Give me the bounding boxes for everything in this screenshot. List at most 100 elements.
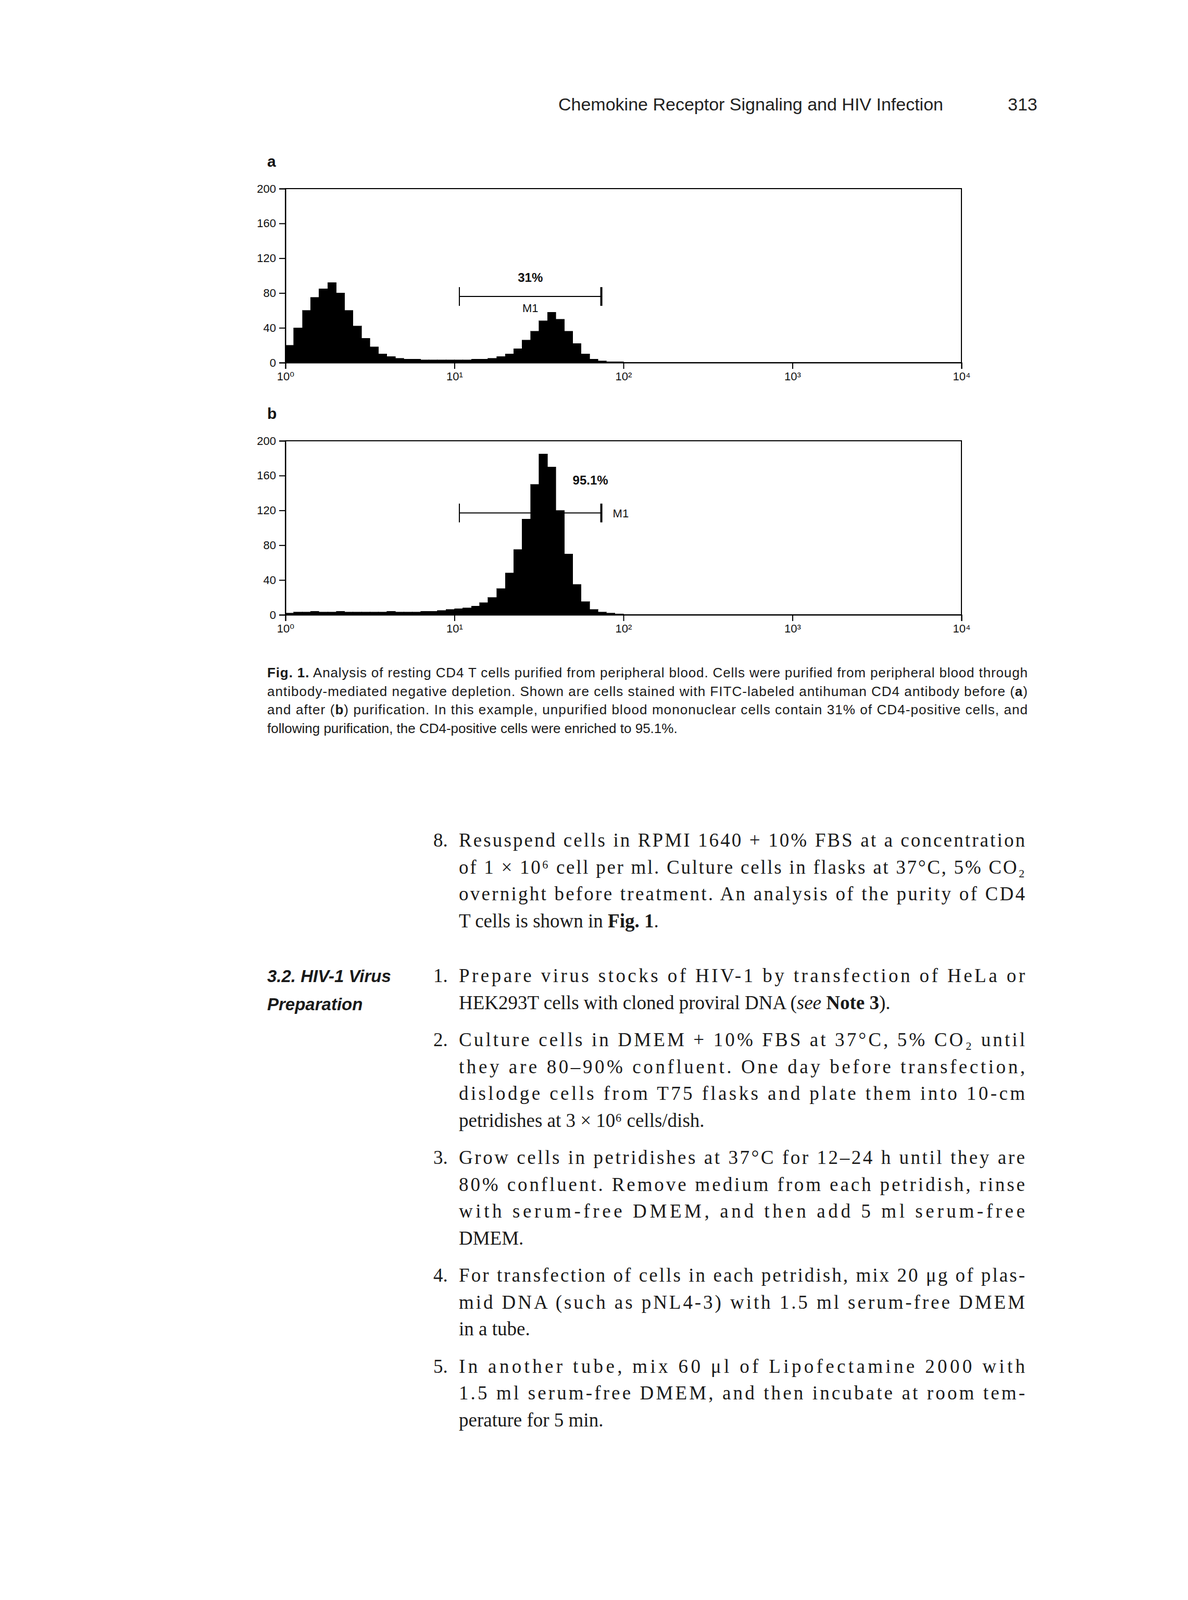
x-axis-line	[285, 363, 962, 370]
gate-line	[459, 512, 602, 514]
gate-line	[459, 295, 602, 297]
gate-end	[600, 503, 603, 523]
y-tick-mark	[279, 614, 286, 616]
histogram-bar	[496, 356, 506, 363]
plot-frame	[285, 440, 962, 615]
list-item: 5.In another tube, mix 60 μl of Lipofect…	[433, 1355, 1026, 1431]
section-heading-line: 3.2. HIV-1 Virus	[267, 966, 392, 986]
text-run: Note 3	[826, 991, 880, 1014]
y-tick-mark	[279, 509, 286, 511]
text-run: antibody-mediated negative depletion. Sh…	[267, 683, 1015, 699]
y-tick-label: 80	[263, 286, 277, 300]
text-run: Fig. 1.	[267, 664, 309, 681]
item-line: DMEM.	[458, 1227, 524, 1249]
gate-percent: 95.1%	[572, 472, 609, 487]
y-tick: 0	[269, 356, 286, 370]
histogram-bar	[336, 610, 345, 615]
y-axis-line	[279, 189, 286, 364]
text-run: Fig. 1	[607, 909, 654, 932]
x-tick-mark	[623, 362, 625, 369]
histogram-bar	[572, 343, 582, 363]
histogram-bar	[597, 611, 607, 615]
histogram-bar	[411, 358, 421, 363]
histogram-bar	[378, 353, 387, 363]
histogram-bar	[589, 358, 598, 363]
histogram-bar	[437, 610, 446, 615]
histogram-bar	[581, 601, 590, 615]
item-line: in a tube.	[458, 1317, 531, 1340]
text-run: T cells is shown in	[458, 909, 608, 932]
x-tick-label: 10¹	[446, 369, 464, 383]
y-tick-label: 120	[256, 503, 277, 517]
histogram-bar	[437, 359, 446, 363]
item-line: Prepare virus stocks of HIV-1 by transfe…	[458, 964, 1025, 986]
bars	[285, 282, 624, 363]
x-tick-label: 10²	[615, 369, 633, 383]
item-line: Resuspend cells in RPMI 1640 + 10% FBS a…	[458, 829, 1025, 851]
x-axis: 10⁰10¹10²10³10⁴	[277, 614, 971, 635]
histogram-bar	[454, 608, 464, 615]
histogram-bar	[454, 359, 464, 363]
histogram-bar	[445, 609, 455, 615]
item-line: For transfection of cells in each petrid…	[458, 1264, 1025, 1286]
item-line: dislodge cells from T75 flasks and plate…	[458, 1082, 1025, 1104]
y-tick-label: 160	[256, 216, 277, 230]
histogram-bar	[572, 584, 582, 615]
histogram-bar	[336, 292, 345, 363]
x-tick-label: 10¹	[446, 621, 464, 635]
item-number: 3.	[433, 1146, 448, 1168]
gate-start	[458, 286, 460, 306]
histogram-panel: b0408012016020010⁰10¹10²10³10⁴95.1%M1	[256, 404, 971, 635]
list-item: 4.For transfection of cells in each petr…	[433, 1264, 1025, 1340]
histogram-bar	[302, 310, 311, 363]
running-header: Chemokine Receptor Signaling and HIV Inf…	[558, 94, 1038, 115]
item-number: 8.	[433, 829, 448, 851]
histogram-bar	[488, 597, 497, 615]
page: Chemokine Receptor Signaling and HIV Inf…	[0, 0, 1188, 1600]
x-tick: 10³	[784, 362, 802, 383]
histogram-bar	[344, 310, 354, 363]
y-tick-mark	[279, 474, 286, 477]
list-item: 3. Grow cells in petridishes at 37°C for …	[433, 1146, 1025, 1249]
histogram-bar	[505, 572, 514, 615]
y-tick: 120	[256, 251, 286, 265]
item-line: overnight before treatment. An analysis …	[458, 882, 1025, 905]
x-tick: 10⁴	[953, 614, 971, 635]
histogram-bar	[547, 311, 556, 363]
gate-percent: 31%	[517, 270, 543, 285]
histogram-bar	[471, 358, 480, 363]
histogram-bar	[462, 359, 472, 363]
y-tick: 80	[263, 538, 286, 552]
histogram-bar	[479, 602, 489, 615]
y-tick-mark	[279, 544, 286, 546]
histogram-panel: a0408012016020010⁰10¹10²10³10⁴31%M1	[256, 152, 971, 383]
x-tick: 10⁰	[277, 362, 295, 383]
x-tick-label: 10⁴	[953, 369, 971, 383]
item-line: Grow cells in petridishes at 37°C for 12…	[458, 1146, 1025, 1168]
list-item: 8. Resuspend cells in RPMI 1640 + 10% FBS…	[433, 829, 1025, 932]
y-tick: 200	[256, 434, 286, 448]
item-line: mid DNA (such as pNL4-3) with 1.5 ml ser…	[458, 1291, 1025, 1313]
histogram-bar	[403, 358, 412, 363]
x-tick-mark	[623, 614, 625, 621]
y-axis: 04080120160200	[256, 182, 286, 370]
histogram-bar	[378, 611, 387, 615]
histogram-bar	[589, 609, 598, 615]
y-tick: 40	[263, 321, 286, 335]
text-run: ) purification. In this example, unpurif…	[343, 701, 1028, 718]
y-tick: 120	[256, 503, 286, 517]
caption-line: following purification, the CD4-positive…	[267, 720, 678, 736]
y-tick-label: 200	[256, 434, 277, 448]
histogram-bar	[471, 605, 480, 615]
y-tick: 40	[263, 573, 286, 587]
x-tick: 10¹	[446, 362, 464, 383]
y-tick-mark	[279, 327, 286, 329]
histogram-bar	[411, 611, 421, 615]
gate-end	[600, 286, 603, 306]
plot-frame	[285, 188, 962, 363]
list-item: 2.Culture cells in DMEM + 10% FBS at 37°…	[433, 1028, 1025, 1131]
gate-start	[458, 503, 460, 523]
item-line: petridishes at 3 × 10⁶ cells/dish.	[458, 1109, 705, 1131]
y-tick-label: 0	[269, 608, 277, 622]
text-run: b	[334, 701, 344, 718]
